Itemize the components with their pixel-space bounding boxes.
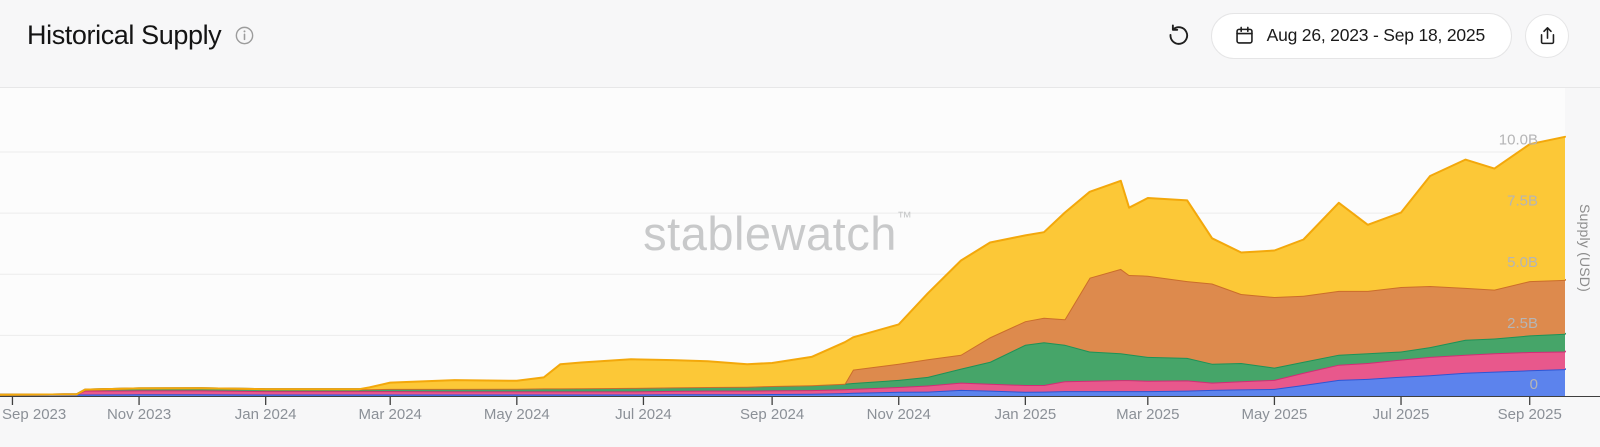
area-green [0, 333, 1565, 395]
supply-stacked-area-chart: Sep 2023 Nov 2023 Jan 2024 Mar 2024 May 2024… [0, 132, 1600, 423]
title-wrap: Historical Supply [27, 20, 255, 51]
x-axis-label: Jul 2025 [1373, 406, 1430, 423]
date-range-button[interactable]: Aug 26, 2023 - Sep 18, 2025 [1210, 12, 1512, 59]
y-axis-label: 2.5B [1507, 315, 1538, 332]
reset-button[interactable] [1165, 22, 1193, 50]
reset-icon [1169, 24, 1189, 45]
calendar-icon [1235, 26, 1253, 44]
x-axis-label: Nov 2023 [107, 406, 171, 423]
historical-supply-chart[interactable]: Sep 2023 Nov 2023 Jan 2024 Mar 2024 May 2024… [0, 88, 1600, 447]
x-axis-label: Sep 2023 [2, 406, 66, 423]
x-axis-label: May 2024 [484, 406, 550, 423]
x-axis-label: Jul 2024 [615, 406, 672, 423]
y-axis-label: 5.0B [1507, 254, 1538, 271]
x-axis-label: Jan 2024 [235, 406, 297, 423]
x-axis-label: Sep 2025 [1498, 406, 1562, 423]
share-icon [1540, 27, 1554, 45]
area-blue [0, 369, 1565, 396]
area-stroke-yellow [0, 135, 1566, 396]
y-axis-label: 10.0B [1499, 132, 1538, 149]
x-axis-label: Jan 2025 [994, 406, 1056, 423]
share-button[interactable] [1525, 13, 1569, 58]
area-orange [0, 268, 1565, 395]
x-axis-label: May 2025 [1241, 406, 1307, 423]
x-axis-label: Nov 2024 [867, 406, 931, 423]
date-range-label: Aug 26, 2023 - Sep 18, 2025 [1266, 25, 1486, 45]
x-axis-label: Mar 2025 [1116, 406, 1179, 423]
info-icon[interactable] [234, 25, 255, 46]
x-axis-label: Sep 2024 [740, 406, 804, 423]
y-axis-label: 7.5B [1507, 193, 1538, 210]
x-axis-label: Mar 2024 [359, 406, 422, 423]
header-controls: Aug 26, 2023 - Sep 18, 2025 [1165, 12, 1569, 59]
y-axis-unit-label: Supply (USD) [1577, 204, 1593, 292]
y-axis-label: 0 [1530, 376, 1538, 393]
area-yellow [0, 136, 1565, 395]
area-pink [0, 351, 1565, 395]
page-title: Historical Supply [27, 20, 222, 50]
chart-header: Historical Supply Aug 26, 2023 - Sep 18,… [0, 0, 1600, 88]
